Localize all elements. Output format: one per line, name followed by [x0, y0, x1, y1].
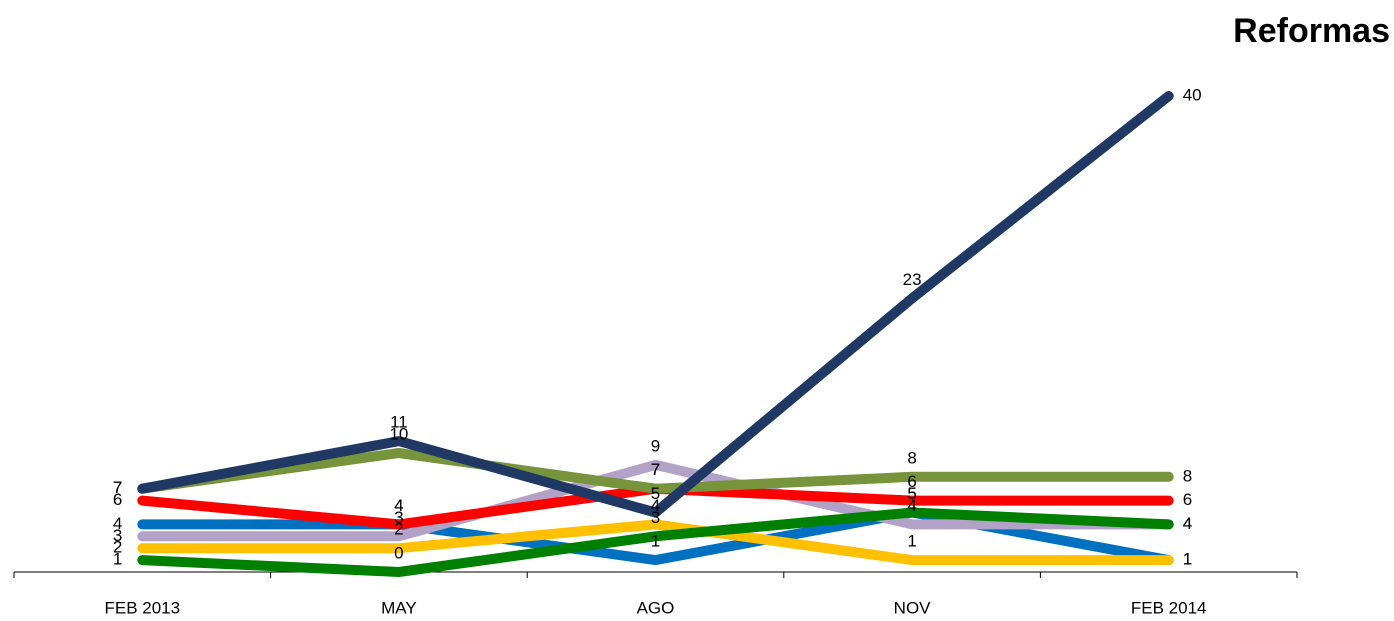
data-label: 4	[907, 496, 916, 515]
data-label: 0	[394, 543, 403, 562]
data-label: 11	[390, 413, 408, 432]
data-label: 4	[113, 514, 122, 533]
data-label: 4	[1183, 514, 1192, 533]
data-label: 5	[907, 484, 916, 503]
data-label: 1	[113, 550, 122, 569]
data-label: 4	[1183, 514, 1192, 533]
data-label: 6	[907, 472, 916, 491]
x-tick-label: NOV	[894, 598, 932, 617]
data-label: 7	[651, 460, 660, 479]
data-label: 10	[389, 424, 408, 443]
data-label: 3	[113, 526, 122, 545]
data-label: 3	[651, 508, 660, 527]
chart-title: Reformas	[1233, 12, 1390, 50]
data-label: 7	[651, 460, 660, 479]
series-line	[137, 507, 1174, 577]
x-tick-label: MAY	[381, 598, 417, 617]
data-label: 4	[651, 496, 660, 515]
series-line	[137, 91, 1174, 518]
data-label: 40	[1183, 85, 1202, 104]
data-label: 7	[113, 478, 122, 497]
series-line	[137, 459, 1174, 542]
data-label: 4	[394, 496, 403, 515]
data-label: 2	[113, 538, 122, 557]
data-label: 8	[1183, 466, 1192, 485]
data-label: 7	[113, 478, 122, 497]
data-label: 23	[903, 270, 922, 289]
data-label: 1	[1183, 550, 1192, 569]
data-label: 4	[394, 496, 403, 515]
x-tick-label: FEB 2014	[1131, 598, 1207, 617]
data-label: 1	[1183, 550, 1192, 569]
x-tick-label: FEB 2013	[104, 598, 180, 617]
data-label: 9	[651, 436, 660, 455]
data-label: 5	[651, 484, 660, 503]
data-label: 6	[1183, 490, 1192, 509]
data-label: 1	[907, 532, 916, 551]
series-line	[137, 519, 1174, 566]
data-label: 6	[113, 490, 122, 509]
data-label: 2	[394, 520, 403, 539]
x-tick-label: AGO	[637, 598, 675, 617]
data-label: 8	[907, 448, 916, 467]
data-label: 1	[651, 532, 660, 551]
data-label: 5	[907, 484, 916, 503]
series-line	[137, 448, 1174, 494]
data-label: 3	[394, 508, 403, 527]
